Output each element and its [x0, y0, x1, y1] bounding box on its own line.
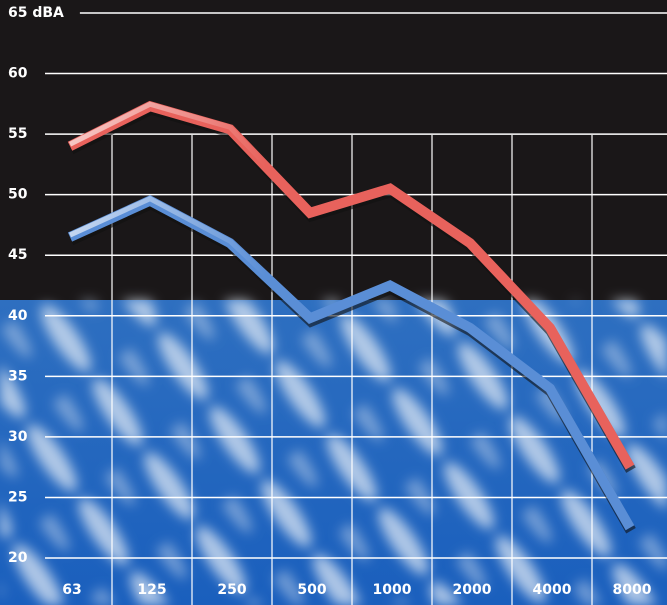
y-tick-label: 55	[8, 126, 27, 142]
y-tick-label: 30	[8, 429, 28, 445]
y-tick-label: 40	[8, 308, 28, 324]
x-tick-label: 8000	[613, 582, 652, 598]
y-tick-label: 35	[8, 368, 27, 384]
x-tick-label: 1000	[373, 582, 412, 598]
x-tick-label: 500	[297, 582, 326, 598]
x-tick-label: 4000	[533, 582, 572, 598]
y-tick-label: 65 dBA	[8, 5, 64, 21]
y-tick-label: 60	[8, 66, 28, 82]
y-tick-label: 50	[8, 187, 28, 203]
x-tick-label: 250	[217, 582, 246, 598]
y-tick-label: 25	[8, 489, 27, 505]
chart: 20 25 30 35 40 45 50 55 60 65 dBA 63 125 250 500 1000 2…	[0, 0, 667, 605]
x-tick-label: 2000	[453, 582, 492, 598]
x-tick-label: 63	[62, 582, 81, 598]
background-waves	[0, 300, 667, 605]
page: {"chart_data": {"type": "line", "categor…	[0, 0, 667, 605]
y-tick-label: 45	[8, 247, 27, 263]
y-tick-label: 20	[8, 550, 28, 566]
x-tick-label: 125	[137, 582, 166, 598]
